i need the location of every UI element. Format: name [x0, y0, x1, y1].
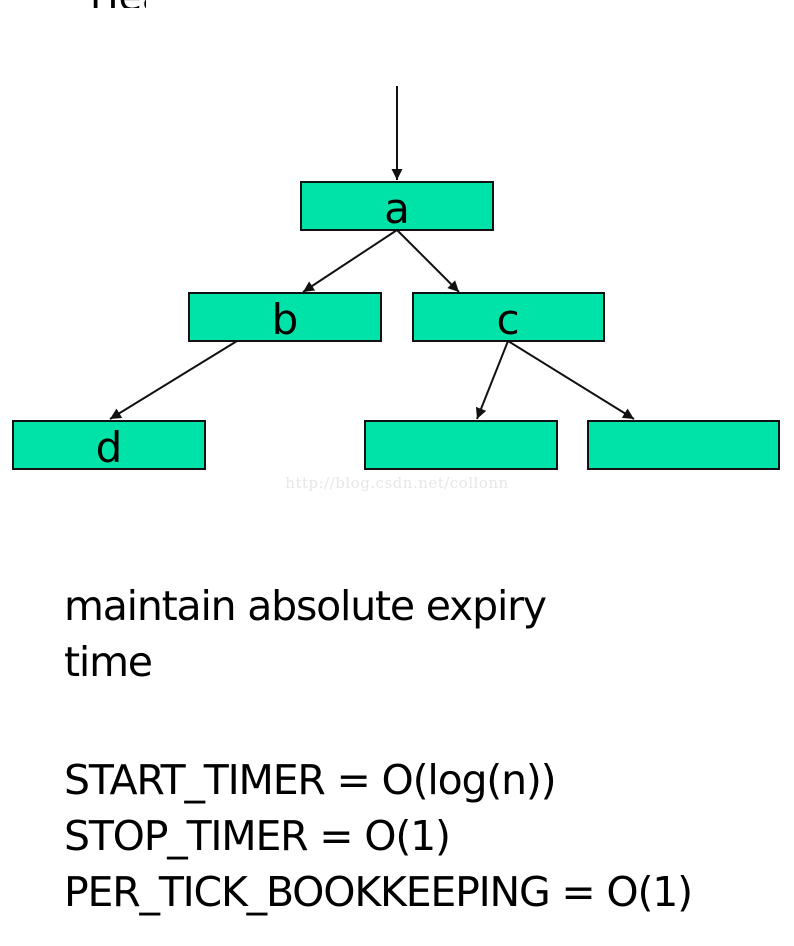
node-a: a: [300, 181, 494, 233]
node-c-box: [412, 292, 605, 342]
node-d-box: [12, 420, 206, 470]
node-e: [364, 420, 558, 470]
node-b-box: [188, 292, 382, 342]
heap-tree-diagram: a b c d: [12, 86, 780, 472]
description-line-2: time: [64, 638, 153, 686]
node-d: d: [12, 420, 206, 472]
spacer: [64, 690, 784, 752]
node-b: b: [188, 292, 382, 344]
node-e-box: [364, 420, 558, 470]
node-c: c: [412, 292, 605, 344]
edge-c-to-e: [475, 340, 509, 420]
heading-fragment-text: Heap: [90, 0, 146, 8]
node-a-box: [300, 181, 494, 231]
node-f: [587, 420, 780, 470]
stop-timer-complexity: STOP_TIMER = O(1): [64, 812, 451, 860]
watermark: http://blog.csdn.net/collonn: [285, 474, 509, 492]
node-f-box: [587, 420, 780, 470]
edge-a-to-c: [396, 229, 460, 293]
edge-c-to-f: [507, 340, 635, 420]
description-line-1: maintain absolute expiry: [64, 582, 547, 630]
complexity-notes: maintain absolute expiry time START_TIME…: [64, 578, 784, 920]
node-a-label: a: [384, 184, 410, 233]
node-b-label: b: [272, 295, 299, 344]
edge-a-to-b: [302, 229, 398, 293]
per-tick-bookkeeping-complexity: PER_TICK_BOOKKEEPING = O(1): [64, 868, 693, 916]
node-c-label: c: [496, 295, 519, 344]
heading-fragment: Heap: [90, 0, 146, 8]
node-d-label: d: [96, 423, 123, 472]
start-timer-complexity: START_TIMER = O(log(n)): [64, 756, 557, 804]
edge-b-to-d: [109, 340, 238, 420]
